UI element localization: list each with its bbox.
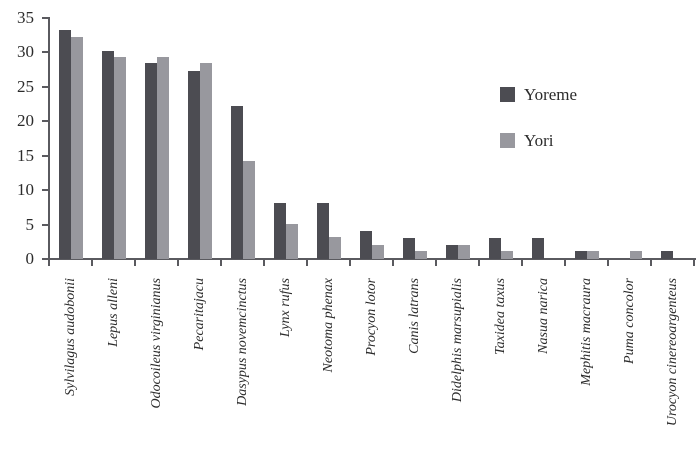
bar-yoreme-nasua-narica (532, 238, 544, 259)
x-axis-tick (693, 259, 695, 266)
bar-yoreme-didelphis-marsupialis (446, 245, 458, 259)
y-axis-tick-label: 0 (25, 249, 35, 268)
y-axis-line (48, 17, 50, 260)
x-axis-label-odocoileus-virginianus: Odocoileus virginianus (149, 278, 164, 409)
x-axis-tick (607, 259, 609, 266)
y-axis-tick-label: 20 (17, 111, 34, 130)
bar-yori-dasypus-novemcinctus (243, 161, 255, 259)
x-axis-tick (349, 259, 351, 266)
x-axis-tick (521, 259, 523, 266)
bar-yori-canis-latrans (415, 251, 427, 259)
bar-yoreme-lepus-alleni (102, 51, 114, 259)
x-axis-tick (220, 259, 222, 266)
y-axis-tick (42, 51, 49, 53)
y-axis-tick (42, 189, 49, 191)
y-axis-tick (42, 120, 49, 122)
legend: Yoreme Yori (500, 86, 577, 178)
bar-yoreme-pecaritajacu (188, 71, 200, 259)
bar-yori-taxidea-taxus (501, 251, 513, 259)
y-axis-tick (42, 17, 49, 19)
x-axis-label-lepus-alleni: Lepus alleni (106, 278, 121, 347)
legend-label-yori: Yori (524, 131, 554, 150)
bar-yoreme-canis-latrans (403, 238, 415, 259)
bar-yori-didelphis-marsupialis (458, 245, 470, 259)
bar-yoreme-odocoileus-virginianus (145, 63, 157, 259)
legend-swatch-yori (500, 133, 515, 148)
x-axis-tick (392, 259, 394, 266)
x-axis-label-mephitis-macraura: Mephitis macraura (579, 278, 594, 386)
x-axis-tick (263, 259, 265, 266)
y-axis-tick-label: 25 (17, 77, 34, 96)
x-axis-tick (48, 259, 50, 266)
x-axis-label-nasua-narica: Nasua narica (536, 278, 551, 354)
x-axis-label-pecaritajacu: Pecaritajacu (192, 278, 207, 351)
x-axis-label-dasypus-novemcinctus: Dasypus novemcinctus (235, 278, 250, 406)
y-axis-tick (42, 224, 49, 226)
x-axis-label-urocyon-cinereoargenteus: Urocyon cinereoargenteus (665, 278, 680, 427)
x-axis-label-taxidea-taxus: Taxidea taxus (493, 278, 508, 355)
y-axis-tick (42, 86, 49, 88)
legend-item-yoreme: Yoreme (500, 86, 577, 103)
x-axis-tick (435, 259, 437, 266)
y-axis-tick-label: 15 (17, 146, 34, 165)
x-axis-tick (134, 259, 136, 266)
x-axis-tick (478, 259, 480, 266)
bar-yori-lepus-alleni (114, 57, 126, 259)
x-axis-tick (306, 259, 308, 266)
x-axis-label-procyon-lotor: Procyon lotor (364, 278, 379, 356)
bar-yori-pecaritajacu (200, 63, 212, 259)
x-axis-tick (564, 259, 566, 266)
x-axis-tick (650, 259, 652, 266)
x-axis-line (48, 258, 696, 260)
bar-yoreme-urocyon-cinereoargenteus (661, 251, 673, 259)
legend-swatch-yoreme (500, 87, 515, 102)
y-axis-tick (42, 155, 49, 157)
bar-yoreme-lynx-rufus (274, 203, 286, 259)
y-axis-tick-label: 5 (25, 215, 35, 234)
y-axis-tick (42, 258, 49, 260)
x-axis-label-lynx-rufus: Lynx rufus (278, 278, 293, 338)
x-axis-tick (177, 259, 179, 266)
bar-yoreme-procyon-lotor (360, 231, 372, 259)
x-axis-tick (91, 259, 93, 266)
y-axis-tick-label: 30 (17, 42, 34, 61)
legend-label-yoreme: Yoreme (524, 85, 578, 104)
legend-item-yori: Yori (500, 132, 577, 149)
bar-yoreme-sylvilagus-audobonii (59, 30, 71, 259)
bar-yori-sylvilagus-audobonii (71, 37, 83, 259)
x-axis-label-puma-concolor: Puma concolor (622, 278, 637, 364)
bar-yoreme-neotoma-phenax (317, 203, 329, 259)
bar-yori-procyon-lotor (372, 245, 384, 259)
bar-yori-neotoma-phenax (329, 237, 341, 259)
y-axis-tick-label: 35 (17, 8, 34, 27)
bar-yoreme-mephitis-macraura (575, 251, 587, 259)
bar-yoreme-dasypus-novemcinctus (231, 106, 243, 259)
bar-yori-mephitis-macraura (587, 251, 599, 259)
x-axis-label-sylvilagus-audobonii: Sylvilagus audobonii (63, 278, 78, 396)
bar-yori-puma-concolor (630, 251, 642, 259)
y-axis-tick-label: 10 (17, 180, 34, 199)
bar-yori-odocoileus-virginianus (157, 57, 169, 259)
x-axis-label-canis-latrans: Canis latrans (407, 278, 422, 354)
x-axis-label-neotoma-phenax: Neotoma phenax (321, 278, 336, 373)
bar-yoreme-taxidea-taxus (489, 238, 501, 259)
x-axis-label-didelphis-marsupialis: Didelphis marsupialis (450, 278, 465, 403)
bar-yori-lynx-rufus (286, 224, 298, 259)
